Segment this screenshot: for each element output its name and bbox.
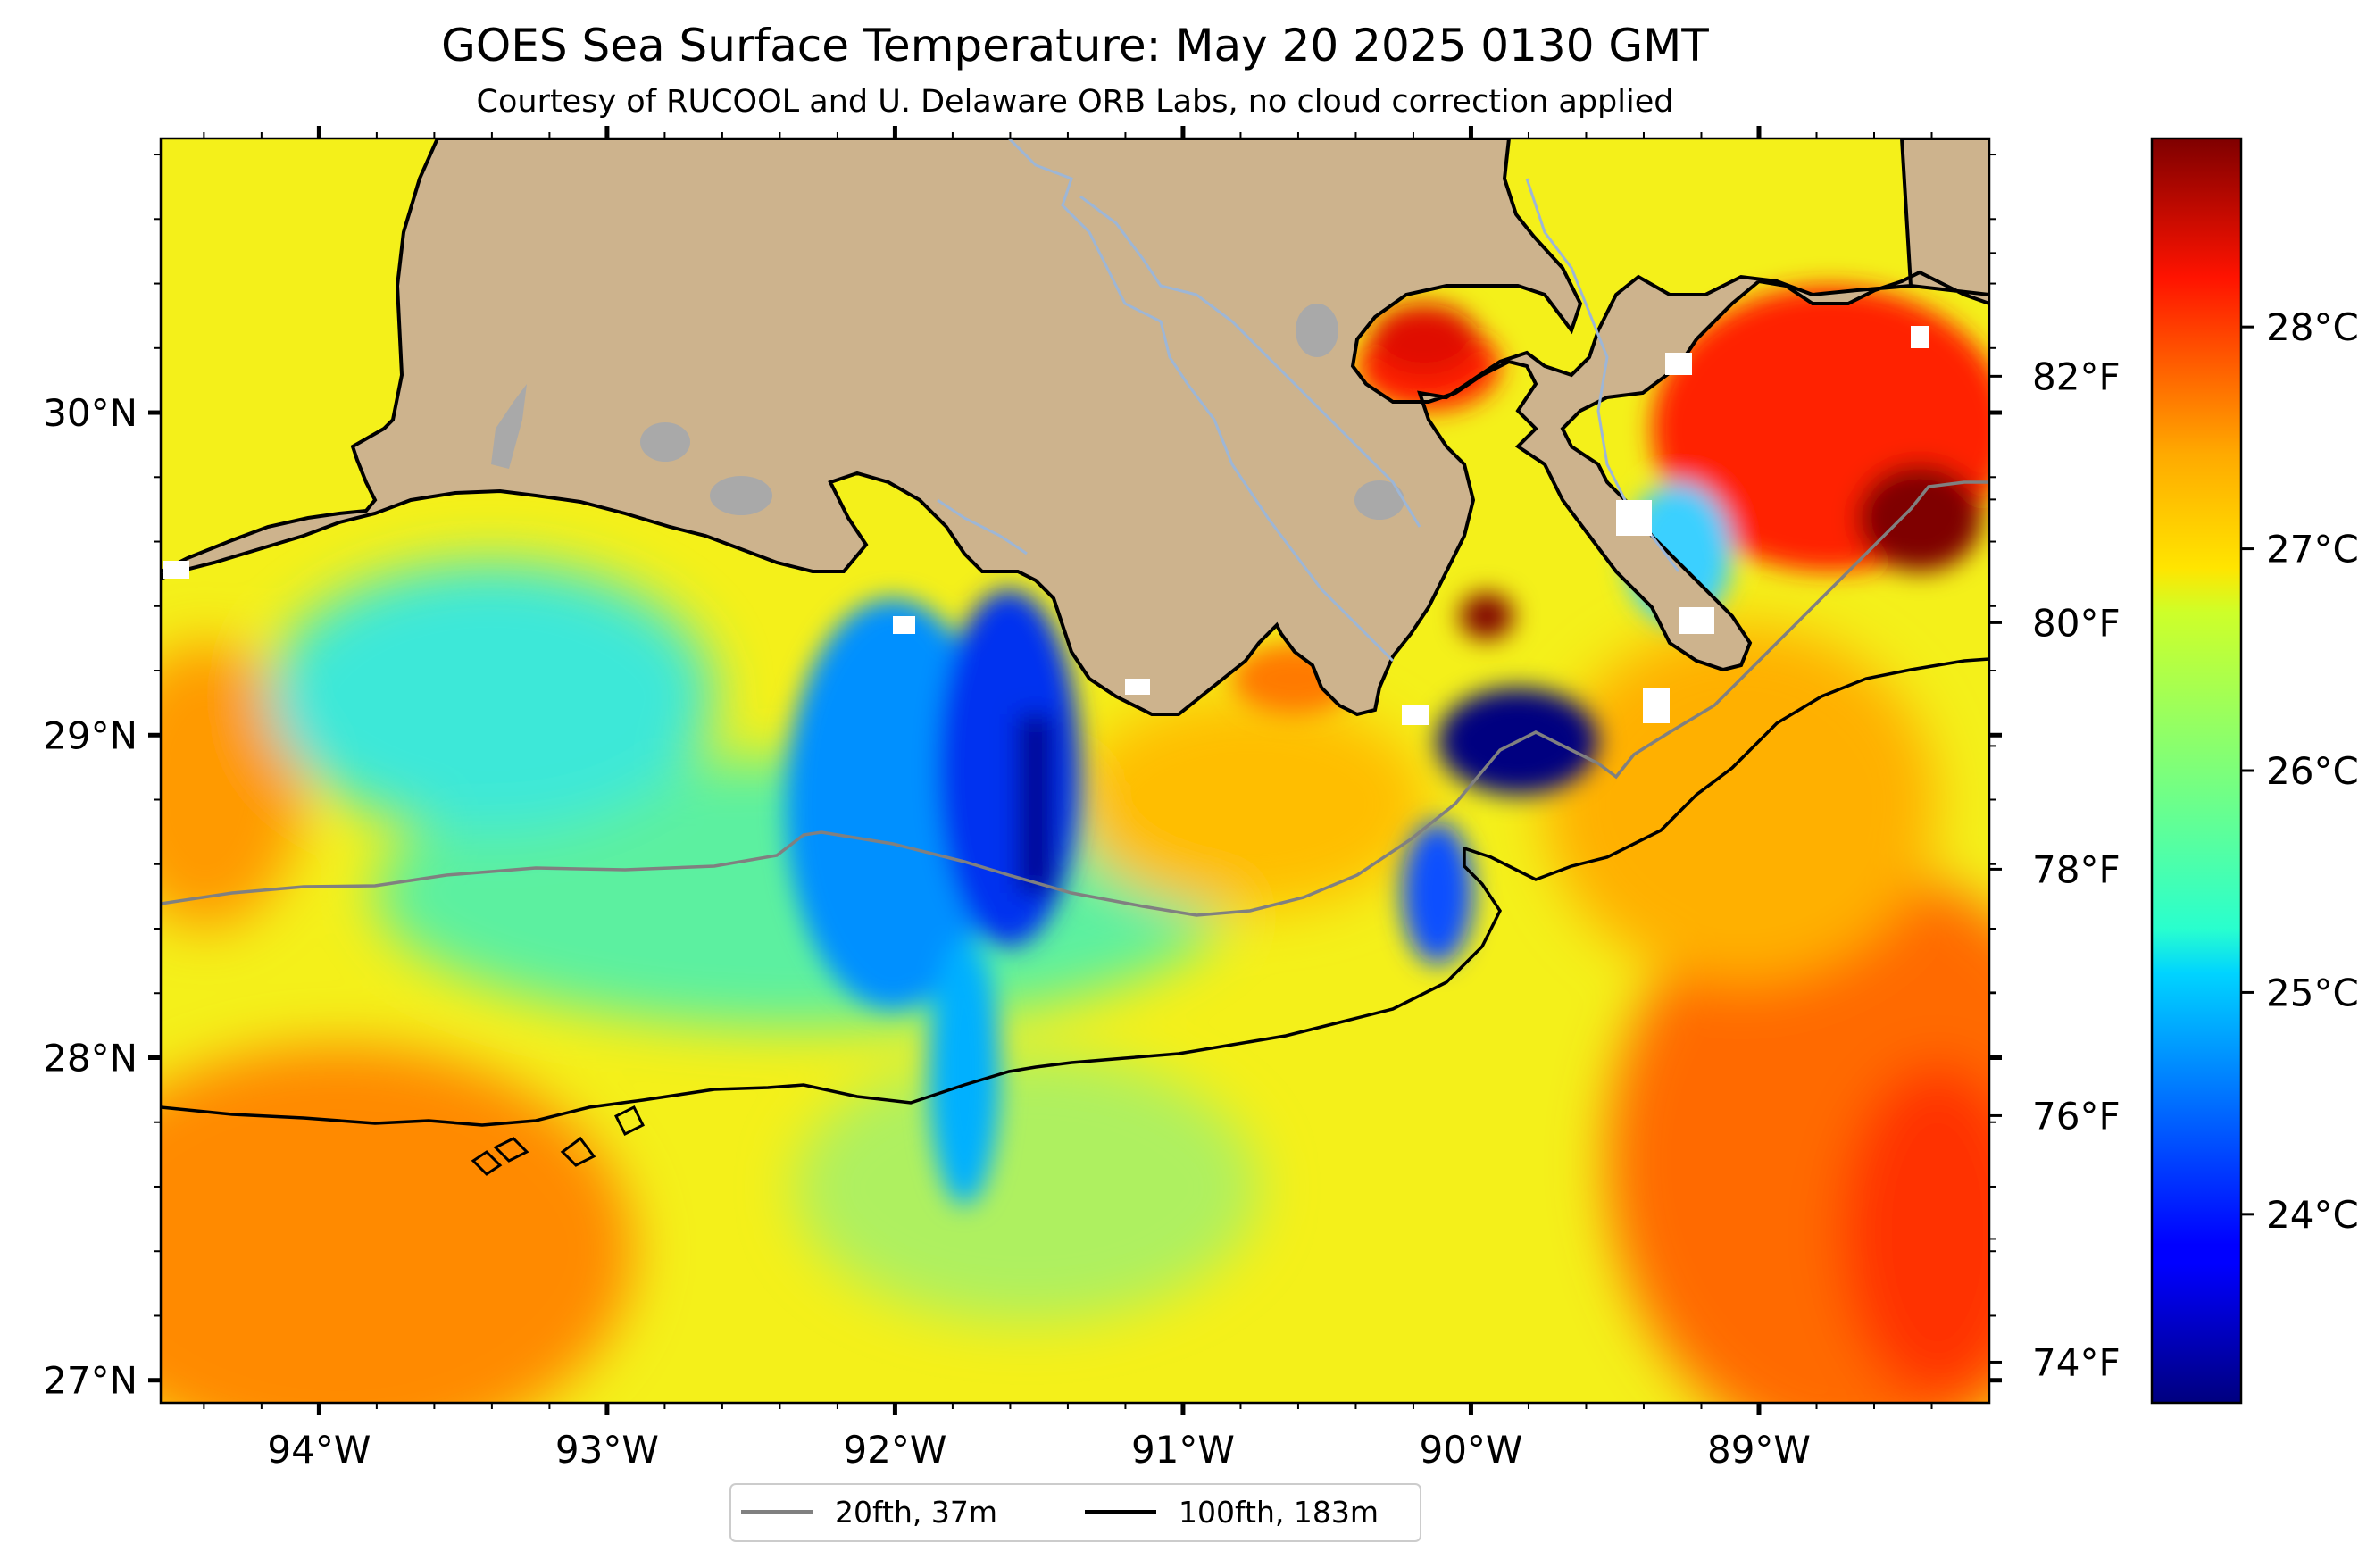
lon-tick-label: 90°W [1419, 1428, 1522, 1472]
map-frame [159, 137, 1991, 1405]
lon-tick-label: 89°W [1707, 1428, 1811, 1472]
lake-white [1354, 480, 1404, 520]
colorbar [2150, 137, 2243, 1405]
celsius-tick-label: 28°C [2266, 305, 2359, 349]
sst-cool-south [795, 1054, 1259, 1322]
celsius-tick-label: 27°C [2266, 528, 2359, 571]
sst-cool-west [268, 563, 714, 830]
celsius-tick-label: 25°C [2266, 971, 2359, 1014]
sst-cold-streak [1018, 714, 1054, 893]
lon-tick-label: 91°W [1131, 1428, 1235, 1472]
shoal-islands [471, 1105, 646, 1176]
fahrenheit-tick-label: 82°F [2032, 354, 2121, 398]
legend-box [729, 1483, 1421, 1542]
fahrenheit-tick-label: 78°F [2032, 847, 2121, 891]
lake-calcasieu [640, 422, 690, 462]
lat-tick-label: 28°N [43, 1036, 138, 1080]
isobath-20fth [161, 480, 1989, 917]
lon-tick-label: 93°W [555, 1428, 659, 1472]
lon-tick-label: 92°W [843, 1428, 946, 1472]
lat-tick-label: 29°N [43, 713, 138, 757]
chart-subtitle: Courtesy of RUCOOL and U. Delaware ORB L… [477, 84, 1674, 120]
sst-cold-plume-tail [929, 938, 1000, 1205]
lon-axis: 94°W 93°W 92°W 91°W 90°W 89°W [203, 126, 1933, 1472]
legend-label-100fth: 100fth, 183m [1179, 1495, 1379, 1530]
legend-label-20fth: 20fth, 37m [835, 1495, 997, 1530]
lat-tick-label: 30°N [43, 391, 138, 435]
sst-map [161, 138, 1989, 1403]
sst-warm-southwest [161, 1045, 634, 1403]
lat-axis: 30°N 29°N 28°N 27°N [43, 154, 2002, 1403]
sst-warm-lake [1371, 304, 1478, 375]
isobath-legend: 20fth, 37m 100fth, 183m [729, 1483, 1421, 1542]
isobath-100fth [161, 657, 1989, 1127]
sst-warm-west [161, 643, 304, 929]
chart-title: GOES Sea Surface Temperature: May 20 202… [441, 20, 1709, 71]
celsius-tick-label: 26°C [2266, 749, 2359, 793]
sst-hot-bay [1857, 464, 1982, 571]
sst-hot-spot-delta [1460, 593, 1513, 639]
sst-cold-river-outflow [1402, 822, 1473, 964]
fahrenheit-axis: 74°F 76°F 78°F 80°F 82°F [1989, 252, 2121, 1384]
fahrenheit-tick-label: 80°F [2032, 601, 2121, 645]
land-mass [161, 138, 1989, 717]
fahrenheit-tick-label: 76°F [2032, 1094, 2121, 1138]
celsius-tick-label: 24°C [2266, 1193, 2359, 1237]
lake-grand [710, 476, 772, 515]
lat-tick-label: 27°N [43, 1359, 138, 1403]
lon-tick-label: 94°W [267, 1428, 371, 1472]
lake-sabine [491, 384, 527, 469]
sst-warm-southeast-core [1839, 1063, 1989, 1402]
no-data-patches [163, 326, 1929, 725]
colorbar-celsius-axis: 24°C 25°C 26°C 27°C 28°C [2241, 305, 2359, 1237]
fahrenheit-tick-label: 74°F [2032, 1340, 2121, 1384]
lake-pontchartrain-west [1296, 304, 1338, 357]
sst-cold-plume-core [938, 589, 1080, 947]
sst-mid-shelf [1071, 696, 1429, 911]
